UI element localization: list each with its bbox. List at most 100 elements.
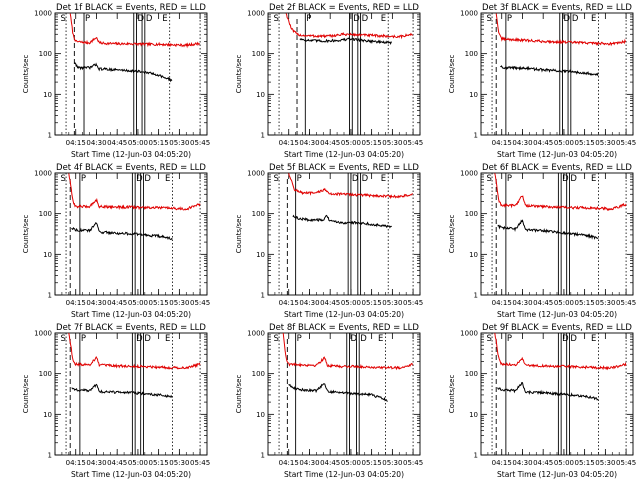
plot-frame <box>267 172 421 296</box>
series-lld-line <box>494 173 627 212</box>
decay-marker-label: D <box>570 334 577 344</box>
x-axis-label: Start Time (12-Jun-03 04:05:20) <box>284 310 404 319</box>
x-ticks: 04:15 04:30 04:45 05:00 05:15 05:30 05:45 <box>54 13 210 147</box>
panel-title: Det 7f BLACK = Events, RED = LLD <box>56 323 206 333</box>
series-events-line <box>497 382 599 401</box>
decay-marker-label: D <box>144 334 151 344</box>
y-tick-label: 1 <box>261 452 265 460</box>
decay-marker-label: D <box>570 174 577 184</box>
series-lld-line <box>494 332 627 371</box>
panel-title: Det 6f BLACK = Events, RED = LLD <box>482 163 632 173</box>
plot-frame <box>54 172 208 296</box>
y-tick-label: 1000 <box>460 10 478 18</box>
x-ticks: 04:15 04:30 04:45 05:00 05:15 05:30 05:45 <box>480 173 636 307</box>
x-tick-label: 05:15 <box>149 299 169 307</box>
end-marker-label: E <box>378 334 383 344</box>
detector-panel-9: Det 9f BLACK = Events, RED = LLD Counts/s… <box>426 320 639 480</box>
x-tick-label: 05:00 <box>341 299 361 307</box>
x-axis-label: Start Time (12-Jun-03 04:05:20) <box>71 310 191 319</box>
series-events-line <box>292 214 392 229</box>
x-axis-label: Start Time (12-Jun-03 04:05:20) <box>71 470 191 479</box>
x-tick-label: 05:45 <box>190 299 210 307</box>
x-tick-label: 04:30 <box>86 299 106 307</box>
x-ticks: 04:15 04:30 04:45 05:00 05:15 05:30 05:45 <box>54 333 210 467</box>
decay-marker-label: D <box>564 14 571 24</box>
panel-chart: Det 8f BLACK = Events, RED = LLD Counts/s… <box>235 323 423 479</box>
y-tick-label: 1 <box>474 452 478 460</box>
x-tick-label: 05:00 <box>554 139 574 147</box>
y-tick-label: 1 <box>48 452 52 460</box>
y-axis-label: Counts/sec <box>448 55 456 94</box>
y-tick-label: 1 <box>48 292 52 300</box>
start-marker-label: S <box>274 334 279 344</box>
x-tick-label: 05:30 <box>169 459 189 467</box>
x-tick-label: 05:15 <box>149 139 169 147</box>
plot-frame <box>54 332 208 456</box>
y-tick-label: 1000 <box>460 330 478 338</box>
series-events-line <box>71 222 173 241</box>
decay-marker-label: D <box>352 174 359 184</box>
x-tick-label: 05:00 <box>128 299 148 307</box>
decay-marker-label: D <box>144 174 151 184</box>
y-tick-label: 10 <box>43 251 52 259</box>
end-marker-label: E <box>165 174 170 184</box>
peak-marker-label: P <box>306 14 311 24</box>
x-axis-label: Start Time (12-Jun-03 04:05:20) <box>284 150 404 159</box>
peak-marker-label: P <box>81 174 86 184</box>
x-tick-label: 05:00 <box>341 139 361 147</box>
x-tick-label: 04:30 <box>299 139 319 147</box>
y-tick-label: 1000 <box>34 170 52 178</box>
decay-marker-label: D <box>138 14 145 24</box>
panel-chart: Det 7f BLACK = Events, RED = LLD Counts/s… <box>22 323 210 479</box>
x-tick-label: 04:15 <box>492 299 512 307</box>
detector-panel-6: Det 6f BLACK = Events, RED = LLD Counts/s… <box>426 160 639 320</box>
x-tick-label: 05:30 <box>595 139 615 147</box>
y-tick-label: 100 <box>39 50 52 58</box>
x-tick-label: 05:00 <box>341 459 361 467</box>
detector-panel-7: Det 7f BLACK = Events, RED = LLD Counts/s… <box>0 320 213 480</box>
plot-frame <box>480 332 634 456</box>
plot-frame <box>267 332 421 456</box>
peak-marker-label: P <box>81 334 86 344</box>
x-ticks: 04:15 04:30 04:45 05:00 05:15 05:30 05:45 <box>480 333 636 467</box>
detector-panel-3: Det 3f BLACK = Events, RED = LLD Counts/s… <box>426 0 639 160</box>
x-tick-label: 05:45 <box>616 139 636 147</box>
end-marker-label: E <box>165 334 170 344</box>
x-tick-label: 05:15 <box>362 139 382 147</box>
y-ticks: 1 10 100 1000 <box>247 170 420 300</box>
y-tick-label: 1 <box>261 132 265 140</box>
plot-frame <box>267 12 421 136</box>
x-tick-label: 04:45 <box>320 299 340 307</box>
y-tick-label: 100 <box>252 50 265 58</box>
detector-panel-8: Det 8f BLACK = Events, RED = LLD Counts/s… <box>213 320 426 480</box>
y-tick-label: 10 <box>43 91 52 99</box>
end-marker-label: E <box>591 14 596 24</box>
y-tick-label: 1000 <box>34 330 52 338</box>
x-tick-label: 04:15 <box>66 139 86 147</box>
panel-title: Det 9f BLACK = Events, RED = LLD <box>482 323 632 333</box>
decay-marker-label: D <box>146 14 153 24</box>
y-tick-label: 100 <box>39 210 52 218</box>
y-ticks: 1 10 100 1000 <box>460 10 633 140</box>
x-ticks: 04:15 04:30 04:45 05:00 05:15 05:30 05:45 <box>267 333 423 467</box>
y-axis-label: Counts/sec <box>235 55 243 94</box>
x-tick-label: 05:45 <box>616 299 636 307</box>
y-tick-label: 10 <box>256 411 265 419</box>
peak-marker-label: P <box>507 14 512 24</box>
x-tick-label: 05:45 <box>403 459 423 467</box>
series-lld-line <box>282 332 413 371</box>
y-tick-label: 100 <box>465 50 478 58</box>
end-marker-label: E <box>381 14 386 24</box>
series-events-line <box>497 219 599 240</box>
x-tick-label: 05:15 <box>362 299 382 307</box>
y-tick-label: 1000 <box>247 10 265 18</box>
series-lld-line <box>69 13 200 49</box>
peak-marker-label: P <box>507 334 512 344</box>
x-ticks: 04:15 04:30 04:45 05:00 05:15 05:30 05:45 <box>54 173 210 307</box>
decay-marker-label: D <box>136 334 143 344</box>
x-tick-label: 05:30 <box>382 139 402 147</box>
decay-marker-label: D <box>362 14 369 24</box>
start-marker-label: S <box>274 14 279 24</box>
panel-title: Det 3f BLACK = Events, RED = LLD <box>482 3 632 13</box>
